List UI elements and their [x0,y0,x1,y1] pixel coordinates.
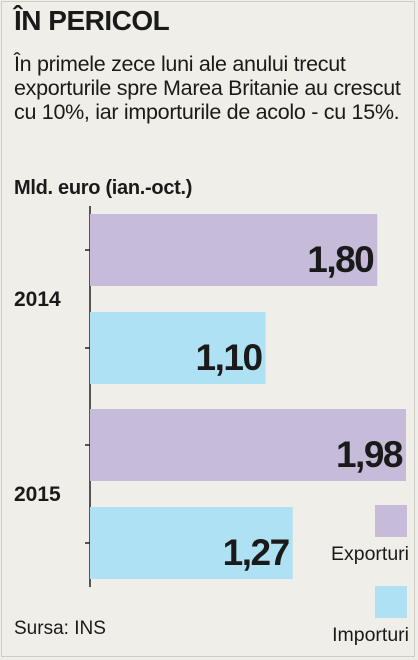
bar-exporturi-2014 [90,214,378,286]
legend-swatch-exporturi [375,505,407,537]
bar-value-label-exporturi-2015: 1,98 [336,434,403,475]
unit-label: Mld. euro (ian.-oct.) [14,177,193,199]
category-label-2014: 2014 [14,288,61,311]
bar-value-label-exporturi-2014: 1,80 [307,239,374,280]
category-label-2015: 2015 [14,483,61,506]
chart-title: ÎN PERICOL [14,5,170,36]
source-note: Sursa: INS [14,618,106,639]
bar-importuri-2014 [90,312,266,384]
bar-exporturi-2015 [90,409,406,481]
chart-subtitle: În primele zece luni ale anului trecut e… [14,52,401,124]
bar-value-label-importuri-2014: 1,10 [196,337,263,378]
bar-importuri-2015 [90,507,293,579]
bar-value-label-importuri-2015: 1,27 [223,532,289,573]
legend-label-importuri: Importuri [332,624,409,646]
legend-label-exporturi: Exporturi [331,543,409,565]
legend-swatch-importuri [375,586,407,618]
